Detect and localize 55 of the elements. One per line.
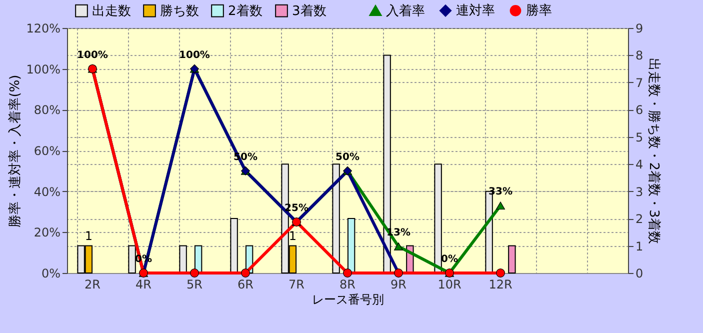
data-label: 1 [84, 228, 93, 243]
legend-label: 出走数 [92, 4, 131, 19]
bar [230, 218, 238, 274]
bar [347, 218, 356, 274]
legend-label: 3着数 [292, 2, 326, 19]
y2-tick-label: 4 [636, 158, 644, 172]
y-tick-label: 40% [34, 184, 60, 199]
y-tick-label: 100% [26, 62, 60, 76]
data-label: 50% [336, 152, 360, 163]
x-tick-label: 9R [390, 278, 406, 292]
y2-tick-label: 8 [636, 48, 644, 63]
y2-tick-label: 0 [636, 266, 644, 280]
y2-tick-label: 9 [636, 22, 644, 36]
x-tick-label: 2R [84, 278, 100, 292]
x-axis-title: レース番号別 [312, 292, 384, 306]
x-tick-label: 7R [288, 278, 304, 292]
bar [179, 245, 187, 274]
bar [434, 164, 442, 274]
point [496, 202, 505, 210]
legend-label: 勝ち数 [160, 4, 199, 19]
legend-label: 入着率 [386, 2, 425, 19]
x-tick-label: 8R [340, 278, 356, 292]
y2-tick-label: 3 [636, 184, 644, 199]
point [190, 268, 199, 278]
y-tick-label: 120% [26, 22, 60, 36]
y2-tick-label: 7 [636, 76, 644, 90]
point [394, 242, 403, 250]
y-tick-label: 60% [34, 144, 60, 158]
legend-label: 2着数 [228, 2, 262, 19]
data-label: 100% [77, 50, 108, 61]
bar [128, 245, 136, 274]
x-tick-label: 6R [238, 278, 254, 292]
x-tick-label: 12R [488, 278, 512, 292]
legend-label: 勝率 [526, 2, 552, 19]
bar [508, 245, 516, 274]
y-axis-title: 勝率・連対率・入着率(%) [7, 74, 24, 228]
point [496, 268, 505, 278]
x-tick-label: 5R [186, 278, 202, 292]
point [343, 268, 352, 278]
y2-tick-label: 2 [636, 212, 644, 226]
y2-tick-label: 1 [636, 239, 644, 254]
data-label: 100% [179, 50, 210, 61]
y-tick-label: 20% [34, 226, 60, 240]
y-tick-label: 0% [41, 266, 60, 280]
y2-axis-title: 出走数・勝ち数・2着数・3着数 [646, 58, 662, 244]
y-tick-label: 80% [34, 103, 60, 118]
y2-tick-label: 6 [636, 103, 644, 118]
legend-label: 連対率 [456, 2, 495, 19]
x-tick-label: 10R [438, 278, 462, 292]
point [241, 268, 250, 278]
data-label: 1 [288, 228, 297, 243]
x-tick-label: 4R [136, 278, 152, 292]
bar [332, 164, 340, 274]
data-label: 33% [488, 186, 512, 198]
y2-tick-label: 5 [636, 130, 644, 144]
